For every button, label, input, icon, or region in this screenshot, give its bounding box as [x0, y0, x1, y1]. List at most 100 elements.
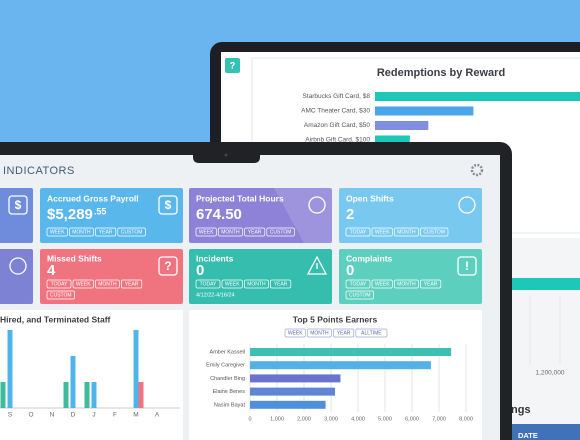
card-title: Projected Total Hours — [196, 193, 284, 203]
filter-pill-text: WEEK — [225, 282, 240, 288]
x-tick-label: 8,000 — [459, 416, 473, 422]
card-icon — [9, 257, 27, 275]
back-chart-title: Redemptions by Reward — [377, 67, 505, 79]
card[interactable]: Open Shifts 2 TODAY WEEK MONTH CUSTOM — [339, 188, 482, 243]
card-value: 0 — [196, 262, 204, 279]
bar — [375, 92, 580, 101]
card-title: Accrued Gross Payroll — [47, 193, 139, 203]
filter-pill[interactable] — [394, 227, 419, 237]
filter-pill[interactable] — [95, 227, 117, 237]
settings-icon[interactable] — [470, 163, 484, 177]
bar — [138, 382, 144, 408]
filter-pill-text: CUSTOM — [349, 293, 371, 299]
x-tick-label: 7,000 — [432, 416, 446, 422]
bar — [250, 387, 336, 396]
side-bar — [510, 278, 580, 290]
filter-pill[interactable] — [371, 227, 393, 237]
filter-pill[interactable] — [307, 328, 332, 338]
filter-pill[interactable] — [420, 279, 442, 289]
filter-pill[interactable] — [345, 279, 371, 289]
filter-pill[interactable] — [284, 328, 306, 338]
help-icon[interactable] — [225, 58, 240, 73]
y-tick-label: Nasim Bayat — [214, 402, 246, 408]
x-tick-label: 6,000 — [405, 416, 419, 422]
x-tick-label: 5,000 — [378, 416, 392, 422]
filter-pill[interactable] — [270, 279, 292, 289]
x-tick-label: F — [113, 412, 117, 419]
y-tick-label: Amber Kassell — [210, 349, 245, 355]
camera — [224, 153, 228, 157]
filter-pill[interactable] — [371, 279, 393, 289]
filter-pill[interactable] — [345, 290, 374, 300]
filter-pill[interactable] — [72, 279, 94, 289]
card-title: Incidents — [196, 253, 234, 263]
filter-pill[interactable] — [69, 227, 94, 237]
filter-pill[interactable] — [117, 227, 146, 237]
card[interactable] — [0, 249, 33, 304]
filter-pill[interactable] — [46, 279, 72, 289]
filter-pill[interactable] — [266, 227, 295, 237]
filter-pill-text: WEEK — [375, 230, 390, 236]
filter-pill[interactable] — [95, 279, 120, 289]
filter-pill[interactable] — [244, 227, 266, 237]
bar-label: AMC Theater Card, $30 — [301, 108, 370, 115]
x-tick-label: 1,000 — [270, 416, 284, 422]
filter-pill[interactable] — [244, 279, 269, 289]
x-tick-label: D — [71, 412, 76, 419]
bar — [0, 382, 6, 408]
header: INDICATORS — [3, 165, 75, 177]
filter-pill[interactable] — [345, 227, 371, 237]
card-value: 4 — [47, 262, 56, 279]
card-decor — [274, 188, 332, 243]
filter-pill-text: MONTH — [221, 230, 240, 236]
filter-pill-text: CUSTOM — [270, 230, 292, 236]
filter-pill-text: YEAR — [424, 282, 438, 288]
filter-pill-text: WEEK — [50, 230, 65, 236]
bar — [84, 382, 90, 408]
side-header-text: DATE — [518, 431, 538, 440]
filter-pill[interactable] — [46, 290, 75, 300]
card[interactable]: Projected Total Hours 674.50 WEEK MONTH YEAR… — [189, 188, 332, 243]
filter-pill[interactable] — [333, 328, 355, 338]
side-axis-label: 1,200,000 — [536, 370, 565, 377]
bar — [7, 330, 13, 408]
filter-pill[interactable] — [121, 279, 143, 289]
filter-pill-text: MONTH — [72, 230, 91, 236]
card-icon-text: ? — [164, 259, 171, 273]
filter-pill-text: YEAR — [274, 282, 288, 288]
filter-pill-text: TODAY — [51, 282, 68, 288]
x-tick-label: M — [133, 412, 138, 419]
card[interactable]: $ — [0, 188, 33, 243]
card-bg — [40, 249, 183, 304]
filter-pill[interactable] — [218, 227, 243, 237]
filter-pill[interactable] — [394, 279, 419, 289]
x-tick-label: 3,000 — [324, 416, 338, 422]
card-icon — [158, 195, 178, 215]
card-icon — [306, 255, 328, 275]
cards: $ $ Accrued Gross Payroll $5,289.55 WEEK MONT… — [0, 188, 482, 304]
x-tick-label: A — [155, 412, 160, 419]
filter-pill-text: CUSTOM — [121, 230, 143, 236]
card-icon-text: $ — [15, 198, 22, 212]
bar — [133, 330, 139, 408]
bar — [375, 121, 429, 130]
filter-pill[interactable] — [195, 279, 221, 289]
filter-pill[interactable] — [46, 227, 68, 237]
filter-pill[interactable] — [221, 279, 243, 289]
bar-label: Airbnb Gift Card, $100 — [305, 137, 370, 144]
card-title: Missed Shifts — [47, 253, 102, 263]
bar — [63, 382, 69, 408]
filter-pill[interactable] — [195, 227, 217, 237]
card-value-suffix: .55 — [94, 206, 107, 216]
card-bg — [40, 188, 183, 243]
filter-pill[interactable] — [420, 227, 449, 237]
filter-pill[interactable] — [355, 328, 388, 338]
card-bg — [189, 188, 332, 243]
bar-label: Starbucks Gift Card, $8 — [302, 93, 370, 100]
card[interactable]: $ Accrued Gross Payroll $5,289.55 WEEK MONTH… — [40, 188, 183, 243]
card-icon — [158, 256, 178, 276]
filter-pill-text: WEEK — [76, 282, 91, 288]
